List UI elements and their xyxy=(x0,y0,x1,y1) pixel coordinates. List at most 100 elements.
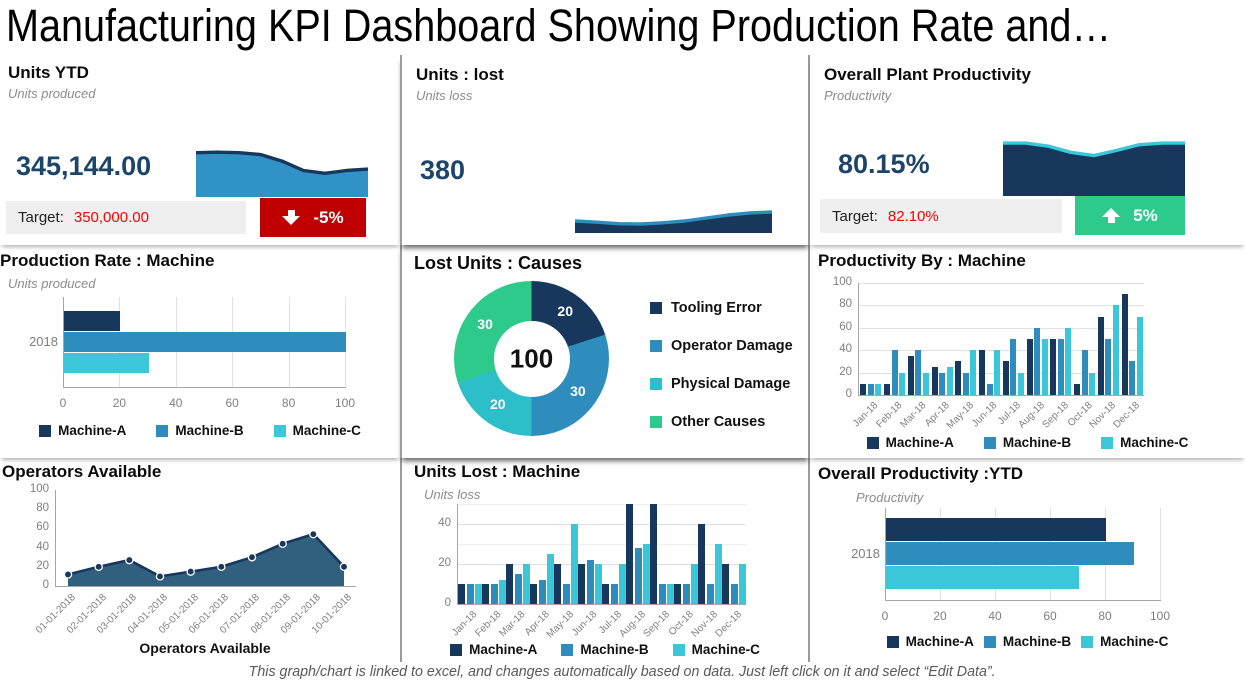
chart-units-lost-machine[interactable]: 0 20 40 Jan-18 Feb-18 Mar-18 Apr-18 May-18 Jun-1… xyxy=(402,502,808,662)
chart-lost-causes[interactable]: 20 30 20 30 100 Tooling Error Operator Damage P… xyxy=(402,245,808,458)
y-axis-tick-label: 100 xyxy=(832,276,852,288)
legend-label: Machine-A xyxy=(905,634,974,649)
sparkline-line xyxy=(574,210,773,226)
bar xyxy=(706,584,714,604)
bar xyxy=(562,584,570,604)
kpi-trend-badge: -5% xyxy=(260,198,366,237)
bar xyxy=(64,352,149,373)
chart-panel-productivity-by-machine: Productivity By : Machine 0 20 40 60 80 100 Ja… xyxy=(810,245,1245,458)
legend-swatch xyxy=(39,424,52,437)
chart-productivity-by-machine[interactable]: 0 20 40 60 80 100 Jan-18 Feb-18 Mar-18 Apr-18 May-… xyxy=(810,275,1245,458)
chart-plot[interactable] xyxy=(457,504,746,605)
category-label: 2018 xyxy=(851,546,880,561)
card-title: Units : lost xyxy=(416,65,504,84)
slice-value-label: 20 xyxy=(489,395,506,412)
x-axis-tick-label: 80 xyxy=(281,396,296,410)
x-axis-tick-label: 40 xyxy=(988,609,1002,623)
bar xyxy=(458,584,465,604)
up-arrow-icon xyxy=(1102,208,1121,223)
y-axis-tick-label: 40 xyxy=(839,343,852,356)
slice-value-label: 20 xyxy=(557,303,573,320)
target-label: Target: xyxy=(18,209,64,226)
chart-production-rate[interactable]: 0 20 40 60 80 100 2018 Machine-A Machine-B Machin… xyxy=(0,291,400,458)
donut-chart[interactable]: 20 30 20 30 100 xyxy=(454,281,609,436)
bar xyxy=(499,580,506,604)
bar xyxy=(915,350,922,395)
bar xyxy=(650,504,657,604)
donut-hole xyxy=(493,320,570,397)
bar xyxy=(860,383,867,395)
legend-item: Machine-A xyxy=(39,423,126,438)
y-axis-tick-label: 40 xyxy=(36,540,49,553)
bar xyxy=(586,560,594,604)
bar xyxy=(514,574,522,604)
data-point-marker xyxy=(63,570,73,579)
data-point-marker xyxy=(186,567,195,576)
bar xyxy=(578,564,585,604)
bar xyxy=(1026,339,1033,395)
bar xyxy=(595,564,602,604)
sparkline-chart[interactable] xyxy=(1003,139,1185,196)
bar xyxy=(1057,339,1064,395)
chart-plot[interactable] xyxy=(885,508,1161,601)
sparkline-fill xyxy=(196,152,368,197)
data-point-marker xyxy=(278,539,287,549)
legend-label: Machine-B xyxy=(1002,634,1072,649)
dashboard-grid: Units YTD Units produced 345,144.00 Targ… xyxy=(0,55,1245,662)
bar xyxy=(1034,327,1041,395)
target-row: Target: 350,000.00 xyxy=(6,201,246,234)
x-axis-tick-label: 20 xyxy=(112,396,127,410)
chart-panel-overall-productivity-ytd: Overall Productivity :YTD Productivity 0… xyxy=(810,458,1245,662)
x-axis-label-text: Jun-18 xyxy=(570,609,600,639)
bar xyxy=(722,564,729,604)
legend-item: Machine-B xyxy=(156,423,244,438)
legend-item: Tooling Error xyxy=(650,300,762,316)
area-chart-svg[interactable] xyxy=(56,490,356,586)
bar xyxy=(907,355,914,395)
bar xyxy=(739,564,746,604)
bar xyxy=(730,584,738,604)
category-label: 2018 xyxy=(29,334,58,349)
kpi-trend-badge: 5% xyxy=(1075,196,1185,235)
bar xyxy=(475,584,482,604)
chart-title: Operators Available xyxy=(2,462,162,481)
x-axis-tick-label: 0 xyxy=(59,396,67,410)
chart-plot[interactable] xyxy=(858,283,1144,396)
bar xyxy=(994,350,1001,395)
chart-plot[interactable] xyxy=(55,490,356,587)
legend-label: Machine-B xyxy=(175,423,244,438)
bar xyxy=(1041,339,1048,395)
card-title: Overall Plant Productivity xyxy=(824,65,1031,84)
bar xyxy=(698,524,705,604)
sparkline-chart[interactable] xyxy=(574,198,773,233)
bar xyxy=(530,584,537,604)
y-axis-tick-label: 80 xyxy=(36,502,49,515)
bar xyxy=(547,554,554,604)
bar xyxy=(891,350,898,395)
chart-panel-units-lost-machine: Units Lost : Machine Units loss 0 20 40 Jan… xyxy=(400,458,810,662)
bar xyxy=(886,566,1079,589)
legend-label: Machine-C xyxy=(1120,435,1189,450)
legend-label: Other Causes xyxy=(671,414,766,430)
data-point-marker xyxy=(339,562,349,572)
bar xyxy=(1129,361,1136,395)
chart-title: Overall Productivity :YTD xyxy=(818,464,1023,483)
sparkline-chart[interactable] xyxy=(195,145,369,197)
bar xyxy=(970,350,977,395)
x-axis-label-text: Nov-18 xyxy=(689,609,720,640)
y-axis-tick-label: 0 xyxy=(444,597,451,609)
bar xyxy=(1010,339,1017,395)
card-subtitle: Productivity xyxy=(824,88,892,103)
legend-swatch xyxy=(450,643,463,656)
bar xyxy=(931,367,938,395)
chart-plot[interactable] xyxy=(63,297,346,388)
bar xyxy=(899,372,906,395)
bar xyxy=(538,580,546,604)
chart-operators-available[interactable]: 0 20 40 60 80 100 01-01-2018 02-01-2018 03-01-20… xyxy=(0,483,400,662)
chart-legend: Machine-A Machine-B Machine-C xyxy=(810,634,1245,649)
gridline xyxy=(458,564,746,565)
chart-overall-productivity-ytd[interactable]: 0 20 40 60 80 100 2018 Machine-A Machine-B Machin… xyxy=(810,504,1245,662)
legend-label: Machine-C xyxy=(292,423,361,438)
bar xyxy=(64,310,121,331)
bar xyxy=(658,584,666,604)
